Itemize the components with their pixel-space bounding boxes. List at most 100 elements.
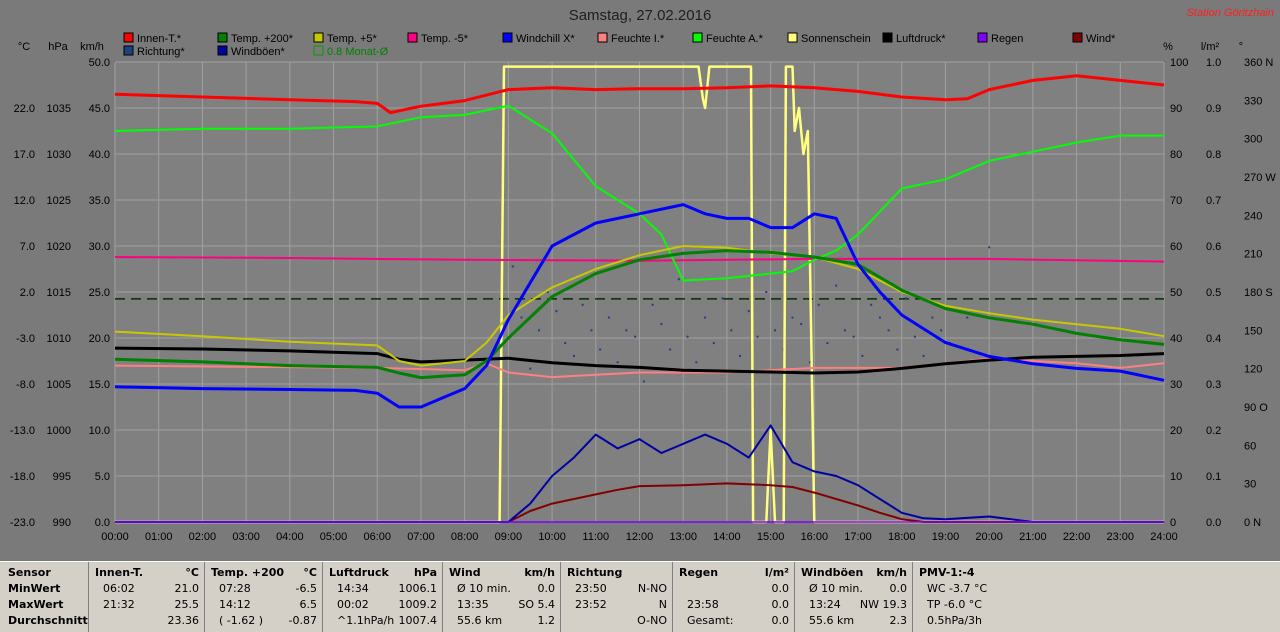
stats-header: Windböen km/h	[799, 565, 909, 581]
axis-tick-label-deg: 240	[1244, 210, 1262, 222]
stats-header-name: Luftdruck	[329, 566, 389, 579]
direction-point	[704, 316, 707, 319]
stats-cell-row: 0.0	[677, 581, 791, 597]
stats-cell-time: 00:02	[337, 598, 369, 611]
axis-tick-label-deg: 300	[1244, 134, 1262, 146]
stats-cell-time: TP -6.0 °C	[927, 598, 982, 611]
legend-swatch	[123, 45, 134, 56]
stats-cell-row: 00:02 1009.2	[327, 597, 439, 613]
axis-tick-label-hpa: 1015	[47, 287, 71, 299]
stats-cell-time: 14:34	[337, 582, 369, 595]
axis-tick-label-temp: 2.0	[20, 287, 35, 299]
direction-point	[581, 303, 584, 306]
direction-point	[529, 367, 532, 370]
stats-header-unit: l/m²	[764, 566, 789, 579]
stats-column: Wind km/h Ø 10 min. 0.0 13:35 SO 5.4 55.6 km 1.…	[442, 562, 561, 632]
axis-tick-label-pct: 60	[1170, 241, 1182, 253]
stats-cell-value: 0.0	[537, 582, 556, 595]
axis-tick-label-deg: 150	[1244, 325, 1262, 337]
axis-tick-label-pct: 40	[1170, 333, 1182, 345]
axis-tick-label-deg: 60	[1244, 440, 1256, 452]
legend-label: Temp. +5*	[327, 33, 378, 45]
axis-tick-label-pct: 20	[1170, 425, 1182, 437]
legend-swatch	[502, 32, 513, 43]
stats-cell-row: 23:50 N-NO	[565, 581, 669, 597]
axis-tick-label-kmh: 30.0	[89, 241, 110, 253]
stats-header: Temp. +200 °C	[209, 565, 319, 581]
stats-header-unit: °C	[303, 566, 317, 579]
axis-tick-label-kmh: 50.0	[89, 57, 110, 69]
stats-cell-value: 25.5	[174, 598, 200, 611]
stats-column: Windböen km/h Ø 10 min. 0.0 13:24 NW 19.3 55.6…	[794, 562, 913, 632]
direction-point	[765, 291, 768, 293]
stats-cell-row: 07:28 -6.5	[209, 581, 319, 597]
direction-point	[843, 329, 846, 332]
direction-point	[826, 342, 829, 345]
stats-cell-time: 23:52	[575, 598, 607, 611]
axis-tick-label-time: 10:00	[538, 531, 566, 543]
stats-cell-value: -6.5	[295, 582, 317, 595]
stats-header: Wind km/h	[447, 565, 557, 581]
axis-tick-label-hpa: 995	[53, 471, 71, 483]
axis-tick-label-temp: -23.0	[10, 517, 35, 529]
direction-point	[607, 316, 610, 319]
stats-header-name: Wind	[449, 566, 481, 579]
series-line-temp-5	[114, 245, 1165, 367]
legend-label: Windböen*	[231, 46, 286, 58]
stats-cell-row: TP -6.0 °C	[917, 597, 1027, 613]
legend-label: Wind*	[1086, 33, 1116, 45]
legend-swatch	[217, 45, 228, 56]
axis-tick-label-time: 08:00	[451, 531, 479, 543]
direction-point	[721, 297, 724, 300]
axis-tick-label-pct: 90	[1170, 103, 1182, 115]
axis-tick-label-time: 19:00	[932, 531, 960, 543]
direction-point	[590, 329, 593, 332]
axis-tick-label-time: 11:00	[582, 531, 609, 543]
stats-cell-value: 23.36	[167, 614, 200, 627]
axis-tick-label-rain: 0.1	[1206, 471, 1221, 483]
stats-cell-row: Gesamt: 0.0	[677, 613, 791, 629]
axis-tick-label-rain: 0.3	[1206, 379, 1221, 391]
stats-row-label-text: Sensor	[8, 566, 51, 579]
stats-cell-time: 23:50	[575, 582, 607, 595]
stats-cell-row: 21:32 25.5	[93, 597, 201, 613]
stats-row-label: MinWert	[4, 581, 84, 597]
stats-cell-row: Ø 10 min. 0.0	[799, 581, 909, 597]
direction-point	[905, 297, 908, 300]
stats-cell-value: 1009.2	[398, 598, 438, 611]
series-line-windchill-x	[114, 203, 1165, 409]
direction-point	[572, 354, 575, 357]
legend-label: 0.8 Monat-Ø	[327, 46, 389, 58]
legend-swatch	[597, 32, 608, 43]
direction-point	[520, 316, 523, 319]
axis-unit-label: km/h	[80, 41, 104, 53]
stats-header-name: Innen-T.	[95, 566, 144, 579]
stats-row-labels: Sensor MinWert MaxWert Durchschnitt	[0, 562, 88, 632]
direction-point	[625, 329, 628, 332]
direction-point	[861, 354, 864, 357]
stats-header-unit: °C	[185, 566, 199, 579]
axis-unit-label: l/m²	[1201, 41, 1220, 53]
station-name: Station Göritzhain	[1187, 7, 1274, 19]
direction-point	[555, 310, 558, 313]
stats-cell-row: 14:34 1006.1	[327, 581, 439, 597]
axis-tick-label-hpa: 990	[53, 517, 71, 529]
axis-tick-label-time: 20:00	[975, 531, 1003, 543]
direction-point	[808, 361, 811, 364]
stats-cell-row: WC -3.7 °C	[917, 581, 1027, 597]
axis-tick-label-time: 00:00	[101, 531, 129, 543]
axis-tick-label-pct: 30	[1170, 379, 1182, 391]
axis-tick-label-kmh: 5.0	[95, 471, 110, 483]
stats-cell-value: 6.5	[299, 598, 318, 611]
axis-tick-label-deg: 330	[1244, 95, 1262, 107]
axis-tick-label-time: 06:00	[363, 531, 391, 543]
stats-header: Luftdruck hPa	[327, 565, 439, 581]
axes: 50.0 45.0 40.0 35.0 30.0 25.0 20.0 15.0 10.0 5.0 0…	[10, 57, 1276, 543]
stats-cell-time: ( -1.62 )	[219, 614, 264, 627]
legend-swatch	[977, 32, 988, 43]
stats-cell-time: 21:32	[103, 598, 135, 611]
legend-swatch	[313, 32, 324, 43]
axis-tick-label-rain: 0.4	[1206, 333, 1221, 345]
stats-cell-time: 0.5hPa/3h	[927, 614, 983, 627]
